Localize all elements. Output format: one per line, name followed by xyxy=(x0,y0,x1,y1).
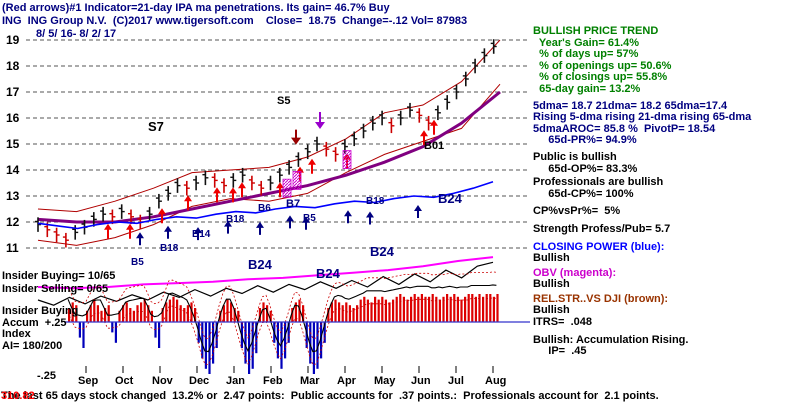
month-axis-label: Sep xyxy=(78,375,99,387)
price-axis-label: 15 xyxy=(6,137,20,151)
signal-annotation: B5 xyxy=(303,213,316,224)
signal-annotation: B01 xyxy=(424,140,445,152)
price-axis-label: 18 xyxy=(6,59,20,73)
price-axis-label: 14 xyxy=(6,163,20,177)
panel-line: Professionals are bullish xyxy=(533,176,664,189)
date-range-label: 8/ 5/ 16- 8/ 2/ 17 xyxy=(36,28,117,40)
panel-line: 65d-OP%= 83.3% xyxy=(533,162,638,175)
footer-red-overlay: 310.82 xyxy=(1,390,35,402)
insider-selling-ratio: Insider Selling= 0/65 xyxy=(2,283,109,295)
panel-line: 65d-PR%= 94.9% xyxy=(533,134,637,147)
month-axis-label: Nov xyxy=(152,375,173,387)
signal-annotation: B18 xyxy=(226,214,245,225)
panel-line: CP%vsPr%= 5% xyxy=(533,205,621,218)
signal-annotation: B6 xyxy=(258,203,271,214)
panel-line: Bullish xyxy=(533,304,570,317)
price-axis-label: 11 xyxy=(6,241,19,255)
signal-annotation: S5 xyxy=(277,95,291,107)
month-axis-label: Jan xyxy=(226,375,245,387)
panel-line: BULLISH PRICE TREND xyxy=(533,25,659,37)
panel-line: 5dmaAROC= 85.8 % PivotP= 18.54 xyxy=(533,122,716,135)
month-axis-label: Apr xyxy=(337,375,356,387)
panel-line: ITRS= .048 xyxy=(533,316,593,329)
month-axis-label: Jun xyxy=(411,375,431,387)
signal-annotation: B14 xyxy=(192,229,211,240)
signal-annotation: B24 xyxy=(438,191,462,206)
panel-line: Strength Profess/Pub= 5.7 xyxy=(533,222,671,235)
panel-line: 65-day gain= 13.2% xyxy=(533,82,641,95)
month-axis-label: May xyxy=(374,375,396,387)
panel-line: 65d-CP%= 100% xyxy=(533,187,634,200)
accum-neg-scale-label: -.25 xyxy=(37,370,56,382)
signal-annotation: B24 xyxy=(316,266,340,281)
signal-annotation: B18 xyxy=(366,196,385,207)
signal-annotation: B18 xyxy=(160,243,179,254)
price-axis-label: 16 xyxy=(6,111,20,125)
month-axis-label: Dec xyxy=(189,375,210,387)
ai-value-label: AI= 180/200 xyxy=(2,340,63,352)
signal-annotation: B5 xyxy=(131,257,144,268)
panel-line: IP= .45 xyxy=(533,345,587,358)
month-axis-label: Aug xyxy=(485,375,507,387)
panel-line: 5dma= 18.7 21dma= 18.2 65dma=17.4 xyxy=(533,99,728,112)
panel-line: REL.STR..VS DJI (brown): xyxy=(533,292,669,305)
panel-line: Rising 5-dma rising 21-dma rising 65-dma xyxy=(533,111,752,124)
footer-summary-line: The last 65 days stock changed 13.2% or … xyxy=(1,390,659,402)
panel-line: CLOSING POWER (blue): xyxy=(533,240,665,253)
signal-annotation: B24 xyxy=(370,244,394,259)
month-axis-label: Mar xyxy=(300,375,320,387)
index-label: Index xyxy=(2,328,31,340)
indicator-header-line: (Red arrows)#1 Indicator=21-day IPA ma p… xyxy=(2,2,390,14)
signal-annotation: B7 xyxy=(286,198,301,210)
insider-buying-label: Insider Buying xyxy=(2,305,79,317)
panel-line: Public is bullish xyxy=(533,150,617,163)
accum-scale-label: Accum +.25 xyxy=(2,317,67,329)
panel-line: Bullish xyxy=(533,278,570,291)
month-axis-label: Oct xyxy=(115,375,134,387)
signal-annotation: B24 xyxy=(248,257,272,272)
insider-buying-ratio: Insider Buying= 10/65 xyxy=(2,270,116,282)
symbol-quote-line: ING ING Group N.V. (C)2017 www.tigersoft… xyxy=(2,15,468,27)
panel-line: Bullish xyxy=(533,252,570,265)
right-panel: BULLISH PRICE TREND Year's Gain= 61.4% %… xyxy=(533,25,798,358)
panel-line: OBV (magenta): xyxy=(533,266,617,279)
panel-line: % of days up= 57% xyxy=(533,48,639,61)
panel-line: % of closings up= 55.8% xyxy=(533,71,668,84)
price-axis-label: 12 xyxy=(6,215,20,229)
price-axis-label: 19 xyxy=(6,33,20,47)
panel-line: % of openings up= 50.6% xyxy=(533,59,672,72)
price-axis-label: 13 xyxy=(6,189,20,203)
panel-line: Year's Gain= 61.4% xyxy=(533,36,640,49)
price-axis-label: 17 xyxy=(6,85,20,99)
month-axis-label: Feb xyxy=(263,375,283,387)
panel-line: Bullish: Accumulation Rising. xyxy=(533,333,689,346)
signal-annotation: S7 xyxy=(148,119,164,134)
month-axis-label: Jul xyxy=(448,375,464,387)
